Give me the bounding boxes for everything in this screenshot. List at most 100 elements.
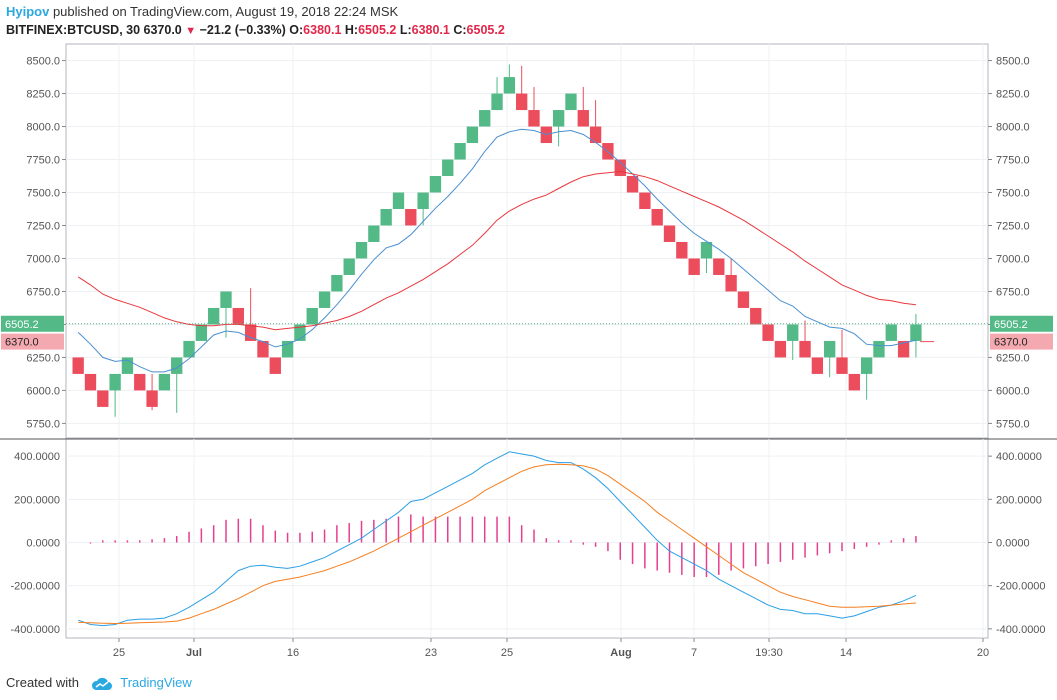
- renko-brick-up[interactable]: [873, 340, 885, 358]
- renko-brick-up[interactable]: [121, 357, 134, 374]
- renko-brick-down[interactable]: [614, 159, 626, 177]
- renko-brick-down[interactable]: [244, 324, 257, 341]
- open-value: 6380.1: [303, 23, 342, 37]
- renko-brick-up[interactable]: [331, 274, 343, 292]
- time-axis-label: 7: [691, 647, 697, 659]
- price-axis-label-right: 8250.0: [996, 89, 1030, 101]
- renko-brick-down[interactable]: [72, 357, 84, 374]
- renko-brick-up[interactable]: [787, 324, 799, 341]
- renko-brick-up[interactable]: [417, 192, 429, 210]
- renko-brick-down[interactable]: [848, 373, 860, 391]
- renko-brick-down[interactable]: [589, 126, 602, 144]
- renko-brick-up[interactable]: [442, 159, 454, 177]
- renko-brick-up[interactable]: [195, 324, 208, 341]
- renko-brick-down[interactable]: [134, 373, 146, 391]
- indicator-axis-label-right: 400.0000: [996, 451, 1042, 463]
- footer: Created with TradingView: [6, 672, 192, 694]
- renko-brick-up[interactable]: [318, 291, 331, 308]
- low-value: 6380.1: [411, 23, 450, 37]
- price-axis-label-left: 6750.0: [26, 286, 60, 298]
- renko-brick-up[interactable]: [109, 373, 121, 391]
- renko-brick-up[interactable]: [503, 77, 516, 94]
- current-price-badge-right: [990, 315, 1053, 332]
- price-axis-label-left: 8250.0: [26, 89, 60, 101]
- renko-brick-up[interactable]: [368, 225, 380, 242]
- renko-brick-down[interactable]: [146, 390, 158, 407]
- renko-brick-up[interactable]: [355, 241, 368, 259]
- tradingview-brand[interactable]: TradingView: [120, 675, 192, 690]
- renko-brick-up[interactable]: [380, 209, 392, 226]
- renko-brick-up[interactable]: [220, 291, 232, 308]
- renko-brick-down[interactable]: [725, 274, 737, 292]
- renko-brick-down[interactable]: [713, 258, 725, 275]
- renko-brick-up[interactable]: [454, 143, 466, 160]
- renko-brick-up[interactable]: [343, 258, 355, 275]
- high-label: H:: [344, 23, 359, 37]
- renko-brick-up[interactable]: [208, 307, 220, 325]
- last-price: 6370.0: [143, 23, 182, 37]
- renko-brick-up[interactable]: [306, 307, 318, 325]
- renko-brick-up[interactable]: [824, 340, 836, 358]
- renko-brick-down[interactable]: [516, 93, 528, 111]
- price-axis-label-left: 8500.0: [26, 56, 60, 68]
- renko-brick-up[interactable]: [158, 373, 171, 391]
- indicator-axis-label-left: 0.0000: [26, 538, 60, 550]
- renko-brick-up[interactable]: [565, 93, 577, 111]
- renko-brick-down[interactable]: [836, 357, 848, 374]
- renko-brick-up[interactable]: [281, 340, 294, 358]
- indicator-axis-label-left: 400.0000: [14, 451, 60, 463]
- renko-brick-up[interactable]: [392, 192, 405, 210]
- price-axis-label-right: 6000.0: [996, 385, 1030, 397]
- renko-brick-down[interactable]: [528, 110, 540, 127]
- renko-brick-up[interactable]: [552, 110, 565, 127]
- renko-brick-down[interactable]: [269, 357, 281, 374]
- renko-brick-down[interactable]: [577, 110, 589, 127]
- renko-brick-up[interactable]: [479, 110, 491, 127]
- renko-brick-down[interactable]: [676, 241, 688, 259]
- renko-brick-down[interactable]: [811, 357, 824, 374]
- renko-brick-down[interactable]: [737, 291, 750, 308]
- renko-brick-down[interactable]: [84, 373, 97, 391]
- renko-brick-down[interactable]: [651, 209, 663, 226]
- renko-brick-up[interactable]: [171, 357, 183, 374]
- renko-brick-down[interactable]: [897, 340, 910, 358]
- renko-brick-down[interactable]: [639, 192, 651, 210]
- author-name[interactable]: Hyipov: [6, 4, 50, 19]
- renko-brick-down[interactable]: [405, 209, 417, 226]
- price-axis-label-right: 6750.0: [996, 286, 1030, 298]
- renko-brick-down[interactable]: [663, 225, 676, 242]
- renko-brick-down[interactable]: [232, 307, 244, 325]
- time-axis-label: 16: [287, 647, 299, 659]
- renko-brick-down[interactable]: [688, 258, 700, 275]
- renko-brick-up[interactable]: [466, 126, 479, 144]
- price-axis-label-left: 8000.0: [26, 122, 60, 134]
- renko-brick-up[interactable]: [860, 357, 873, 374]
- renko-brick-up[interactable]: [491, 93, 503, 111]
- close-value: 6505.2: [466, 23, 505, 37]
- renko-brick-down[interactable]: [799, 340, 811, 358]
- price-axis-label-right: 8000.0: [996, 122, 1030, 134]
- renko-brick-up[interactable]: [183, 340, 195, 358]
- price-axis-label-left: 6250.0: [26, 352, 60, 364]
- indicator-axis-label-left: 200.0000: [14, 494, 60, 506]
- indicator-axis-label-right: 200.0000: [996, 494, 1042, 506]
- time-axis-label: 14: [840, 647, 852, 659]
- renko-brick-up[interactable]: [700, 241, 713, 259]
- renko-brick-up[interactable]: [429, 176, 442, 193]
- price-pane-frame: [65, 43, 989, 439]
- renko-brick-down[interactable]: [762, 324, 774, 341]
- high-value: 6505.2: [358, 23, 397, 37]
- price-axis-label-right: 7250.0: [996, 220, 1030, 232]
- published-text: published on TradingView.com, August 19,…: [49, 4, 399, 19]
- renko-brick-down[interactable]: [97, 390, 109, 407]
- symbol-label: BITFINEX:BTCUSD, 30: [6, 23, 141, 37]
- renko-brick-up[interactable]: [910, 324, 922, 341]
- renko-brick-up[interactable]: [885, 324, 897, 341]
- indicator-axis-label-right: -400.0000: [996, 624, 1046, 636]
- renko-brick-down[interactable]: [750, 307, 762, 325]
- renko-brick-down[interactable]: [257, 340, 269, 358]
- renko-brick-down[interactable]: [626, 176, 639, 193]
- renko-brick-up[interactable]: [294, 324, 306, 341]
- chart-area[interactable]: 5750.05750.06000.06000.06250.06250.06500…: [0, 40, 1057, 672]
- renko-brick-down[interactable]: [774, 340, 787, 358]
